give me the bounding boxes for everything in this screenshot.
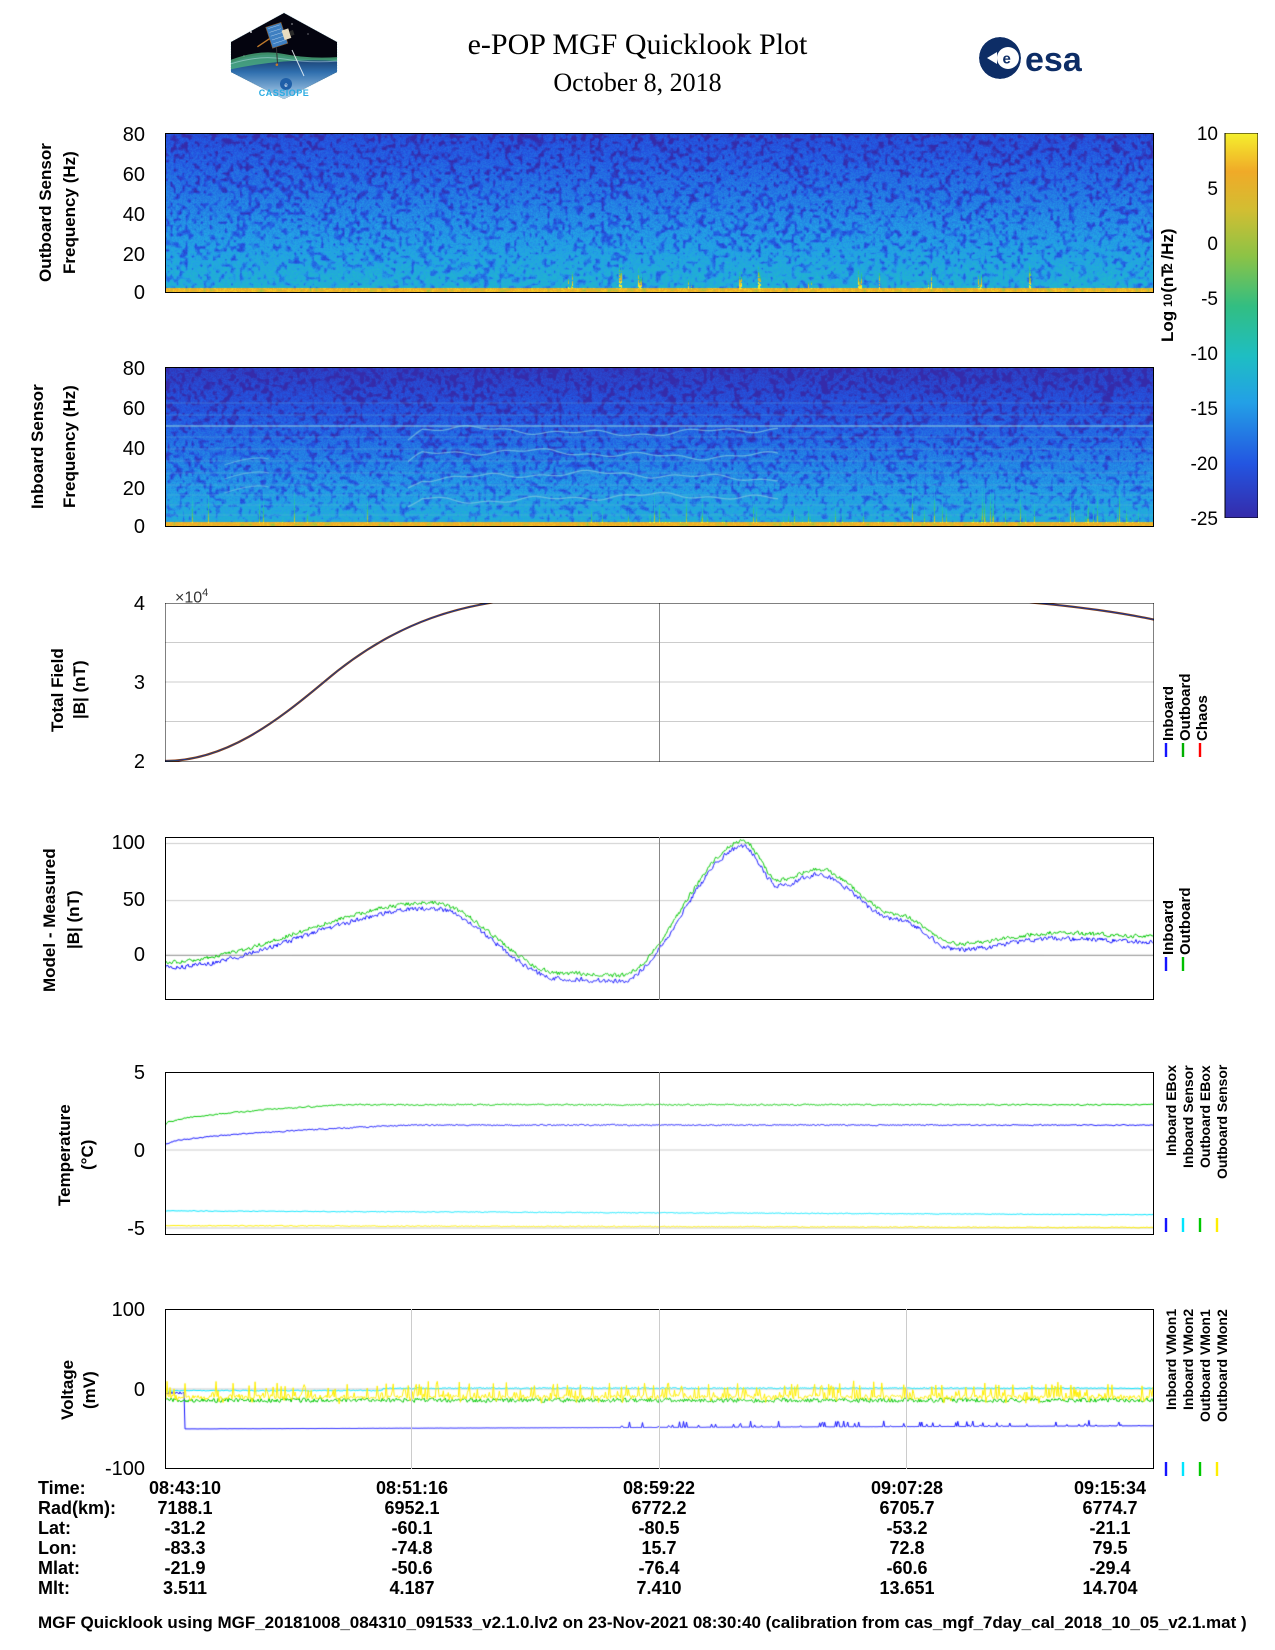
svg-text:esa: esa xyxy=(1025,41,1083,79)
svg-text:Chaos: Chaos xyxy=(1194,695,1211,741)
svg-text:Outboard: Outboard xyxy=(1177,888,1194,956)
svg-text:Outboard: Outboard xyxy=(1177,674,1194,742)
svg-text:Inboard: Inboard xyxy=(1163,900,1177,955)
svg-text:e: e xyxy=(1003,51,1011,68)
svg-text:CASSIOPE: CASSIOPE xyxy=(259,88,310,98)
svg-text:Inboard: Inboard xyxy=(1163,686,1177,741)
